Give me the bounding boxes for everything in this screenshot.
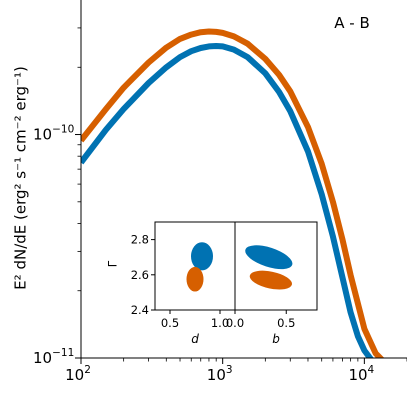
series-line-1 — [81, 28, 385, 358]
series-line-2 — [81, 43, 374, 358]
x-tick-label: 103 — [207, 364, 233, 384]
inset-x-tick-label: 0.5 — [161, 316, 179, 330]
x-tick-label: 102 — [65, 364, 91, 384]
inset-y-tick-label: 2.6 — [131, 268, 149, 282]
panel-annotation: A - B — [334, 14, 370, 32]
inset-y-tick-label: 2.4 — [131, 303, 149, 317]
y-tick-label: 10−11 — [33, 347, 74, 367]
y-tick-label: 10−10 — [33, 124, 74, 144]
confidence-ellipse — [245, 245, 293, 270]
inset-x-tick-label: 0.0 — [226, 316, 244, 330]
inset-panel-2: 0.0 0.5 b — [226, 221, 318, 346]
x-tick-label: 104 — [348, 364, 374, 384]
inset-x-tick-label: 0.5 — [277, 316, 295, 330]
confidence-ellipse — [191, 242, 213, 271]
inset-x-label: d — [191, 332, 199, 346]
inset-frame — [234, 221, 318, 311]
inset-plot: 0.5 1.0 d 0.0 0.5 b 2.4 2.6 2.8 Γ — [106, 221, 318, 346]
plot-frame — [80, 0, 407, 359]
inset-y-tick-label: 2.8 — [131, 233, 149, 247]
inset-y-label: Γ — [106, 260, 120, 267]
y-axis-label: E² dN/dE (erg² s⁻¹ cm⁻² erg⁻¹) — [12, 66, 30, 290]
inset-x-tick-label: 1.0 — [211, 316, 229, 330]
confidence-ellipse — [249, 270, 293, 290]
confidence-ellipse — [186, 266, 204, 292]
x-axis-ticks: 102 103 104 — [65, 358, 407, 384]
inset-panel-1: 0.5 1.0 d — [154, 221, 236, 346]
spectrum-curves — [81, 28, 385, 358]
y-axis-ticks: 10−11 10−10 — [33, 27, 81, 367]
inset-x-label: b — [272, 332, 280, 346]
